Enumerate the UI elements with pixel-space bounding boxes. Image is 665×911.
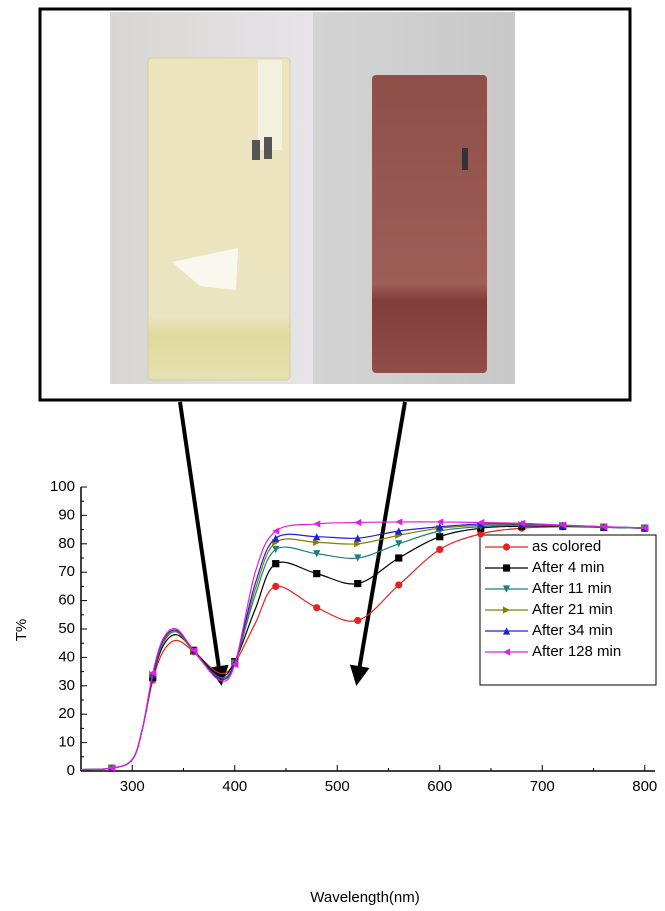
inset-photo xyxy=(40,9,630,400)
y-tick-label: 80 xyxy=(58,535,75,552)
y-tick-label: 40 xyxy=(58,648,75,665)
y-tick-label: 60 xyxy=(58,592,75,609)
x-tick-label: 800 xyxy=(632,778,657,795)
y-tick-label: 0 xyxy=(67,762,75,779)
y-tick-label: 20 xyxy=(58,705,75,722)
x-axis-label: Wavelength(nm) xyxy=(310,889,419,906)
y-tick-label: 10 xyxy=(58,734,75,751)
legend-label: After 4 min xyxy=(532,559,605,576)
legend-label: After 11 min xyxy=(532,580,612,597)
legend-label: as colored xyxy=(532,538,601,555)
chart: Wavelength(nm) T% 0 10 20 30 40 50 60 70 80 90 100… xyxy=(0,0,665,911)
marker xyxy=(436,546,443,553)
x-tick-label: 400 xyxy=(222,778,247,795)
y-tick-label: 100 xyxy=(50,478,75,495)
legend-label: After 21 min xyxy=(532,601,613,618)
y-tick-label: 30 xyxy=(58,677,75,694)
x-tick-label: 500 xyxy=(325,778,350,795)
legend-marker xyxy=(503,564,510,571)
marker xyxy=(395,540,402,547)
legend-marker xyxy=(503,543,510,550)
marker xyxy=(313,604,320,611)
y-axis-label: T% xyxy=(13,619,30,642)
legend-label: After 34 min xyxy=(532,622,613,639)
x-tick-label: 300 xyxy=(120,778,145,795)
marker xyxy=(354,580,361,587)
marker xyxy=(313,570,320,577)
marker xyxy=(313,520,320,527)
legend-label: After 128 min xyxy=(532,643,621,660)
marker xyxy=(395,581,402,588)
x-tick-label: 700 xyxy=(530,778,555,795)
marker xyxy=(395,518,402,525)
marker xyxy=(395,554,402,561)
marker xyxy=(272,583,279,590)
x-tick-label: 600 xyxy=(427,778,452,795)
marker xyxy=(272,560,279,567)
y-tick-label: 50 xyxy=(58,620,75,637)
y-tick-label: 90 xyxy=(58,506,75,523)
marker xyxy=(354,519,361,526)
y-tick-label: 70 xyxy=(58,563,75,580)
marker xyxy=(272,535,279,542)
marker xyxy=(354,617,361,624)
